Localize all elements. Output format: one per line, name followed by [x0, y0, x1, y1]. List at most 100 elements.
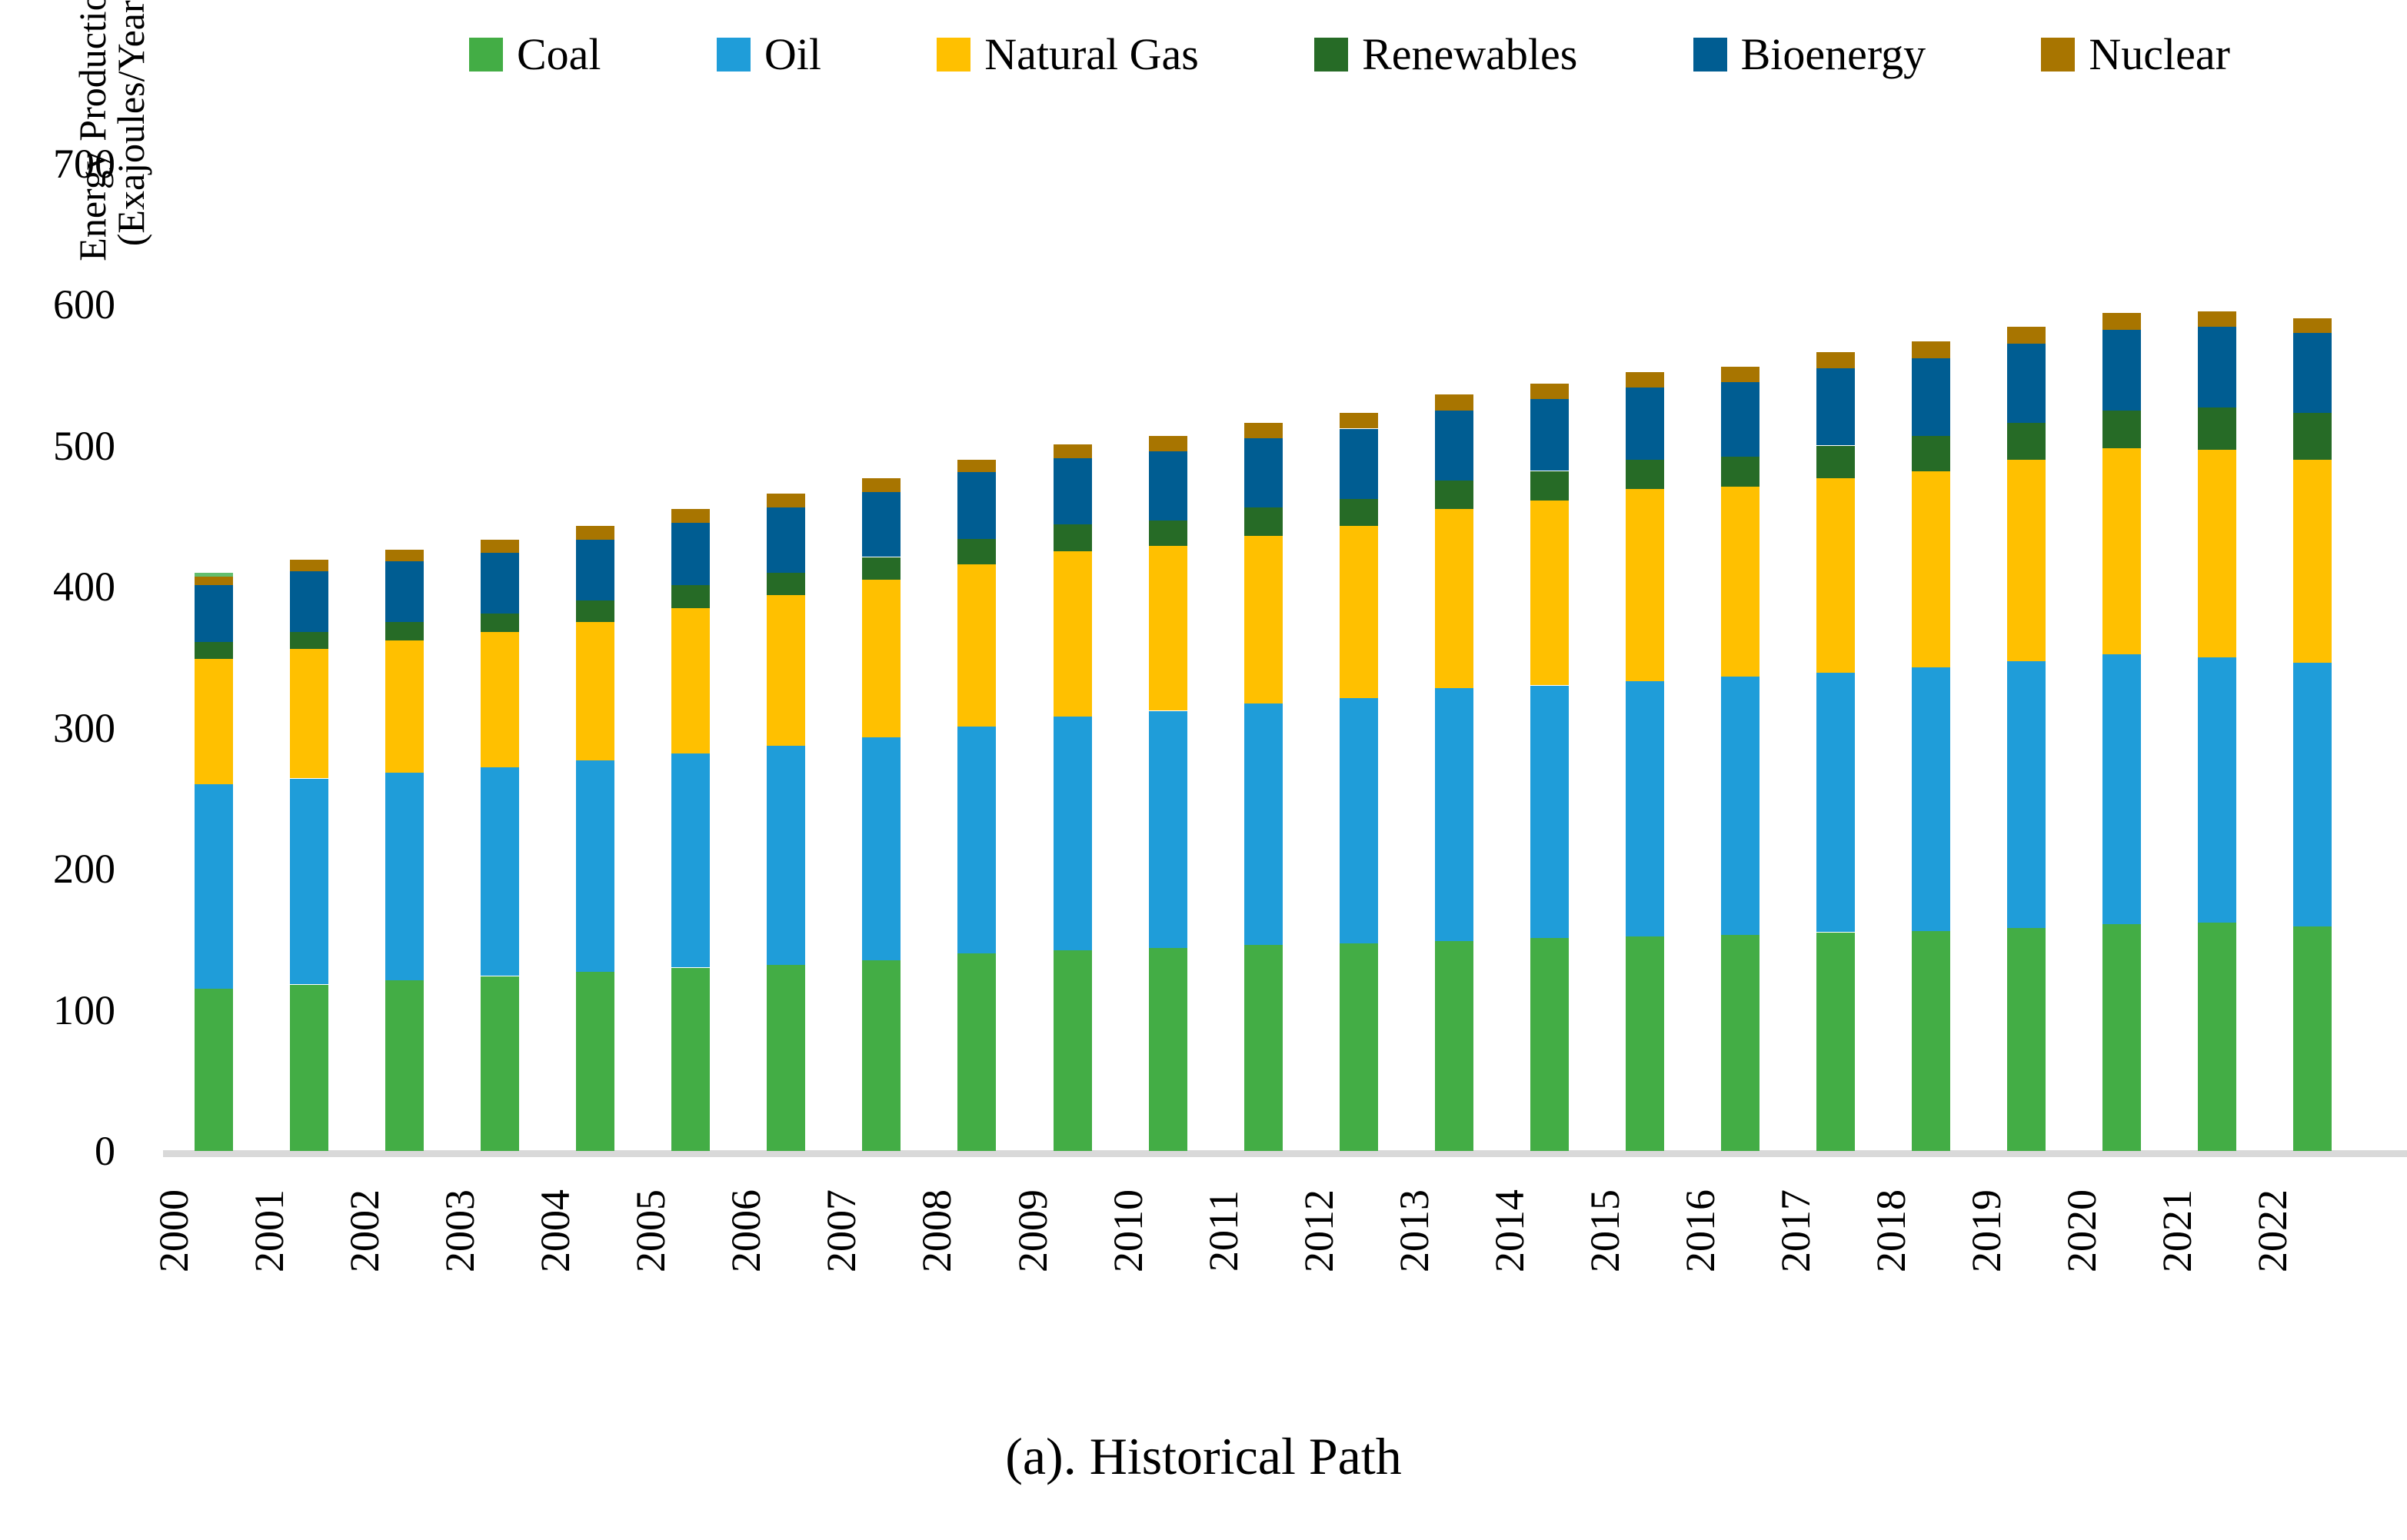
- bar-2014-bioenergy: [1530, 398, 1569, 471]
- bar-2018-coal: [1911, 930, 1950, 1151]
- bar-2003-natural-gas: [481, 631, 520, 767]
- bar-2016-bioenergy: [1720, 381, 1759, 457]
- bar-2000-natural-gas: [195, 658, 233, 784]
- x-tick-label-2006: 2006: [723, 1189, 770, 1272]
- bar-2012-renewables: [1339, 499, 1378, 527]
- legend: Coal Oil Natural Gas Renewables Bioenergy Nuc…: [469, 32, 2230, 77]
- legend-label: Renewables: [1362, 29, 1578, 79]
- bar-2007-natural-gas: [862, 579, 901, 738]
- x-tick-label-2002: 2002: [341, 1189, 388, 1272]
- bar-2001-natural-gas: [290, 648, 329, 779]
- bar-2010-renewables: [1148, 520, 1187, 546]
- bar-2017-nuclear: [1816, 352, 1855, 368]
- bar-2006-natural-gas: [767, 595, 806, 747]
- bar-2007-renewables: [862, 557, 901, 580]
- y-tick-label-700: 700: [53, 140, 115, 187]
- bar-2005-renewables: [671, 585, 711, 608]
- bar-2014-natural-gas: [1530, 501, 1569, 686]
- bar-2019-nuclear: [2006, 327, 2046, 344]
- bar-2015-oil: [1625, 680, 1664, 936]
- legend-item-coal: Coal: [469, 32, 601, 77]
- bar-2018-renewables: [1911, 435, 1950, 471]
- bar-2008-nuclear: [957, 459, 997, 473]
- bar-2014-oil: [1530, 685, 1569, 938]
- bar-2012-bioenergy: [1339, 428, 1378, 500]
- legend-label: Nuclear: [2089, 29, 2230, 79]
- bar-2008-renewables: [957, 538, 997, 564]
- bar-2005-natural-gas: [671, 607, 711, 753]
- bar-2019-natural-gas: [2006, 459, 2046, 662]
- bar-2021-oil: [2198, 657, 2236, 923]
- x-tick-label-2013: 2013: [1390, 1189, 1437, 1272]
- bar-2008-natural-gas: [957, 564, 997, 727]
- y-tick-label-0: 0: [95, 1128, 115, 1174]
- bar-2008-bioenergy: [957, 472, 997, 539]
- bar-2002-oil: [385, 773, 424, 980]
- bar-2017-oil: [1816, 672, 1855, 933]
- bar-2001-oil: [290, 778, 329, 985]
- bar-2020-renewables: [2102, 410, 2141, 449]
- bar-2008-oil: [957, 726, 997, 954]
- x-tick-label-2018: 2018: [1867, 1189, 1914, 1272]
- legend-item-natural-gas: Natural Gas: [937, 32, 1199, 77]
- bar-2004-oil: [576, 760, 615, 972]
- legend-item-bioenergy: Bioenergy: [1693, 32, 1926, 77]
- bar-2005-oil: [671, 753, 711, 968]
- bar-2002-coal: [385, 980, 424, 1151]
- bar-2021-bioenergy: [2198, 327, 2236, 407]
- bar-2020-oil: [2102, 654, 2141, 924]
- bar-2005-coal: [671, 967, 711, 1151]
- bar-2012-oil: [1339, 698, 1378, 944]
- bar-2007-oil: [862, 737, 901, 961]
- bar-2004-bioenergy: [576, 540, 615, 601]
- legend-swatch-icon: [469, 38, 503, 72]
- bar-2020-bioenergy: [2102, 330, 2141, 411]
- bar-2010-natural-gas: [1148, 545, 1187, 711]
- bar-2014-renewables: [1530, 471, 1569, 501]
- bar-2013-renewables: [1434, 481, 1473, 510]
- bar-2001-bioenergy: [290, 570, 329, 632]
- bar-2019-oil: [2006, 661, 2046, 929]
- bar-2000-renewables: [195, 641, 233, 659]
- bar-2020-nuclear: [2102, 313, 2141, 330]
- bar-2000-cap-artifact: [195, 572, 233, 577]
- bar-2022-renewables: [2293, 413, 2332, 460]
- bar-2003-coal: [481, 976, 520, 1151]
- x-tick-label-2011: 2011: [1200, 1190, 1247, 1272]
- bar-2009-coal: [1053, 950, 1092, 1151]
- legend-swatch-icon: [937, 38, 971, 72]
- legend-item-renewables: Renewables: [1314, 32, 1577, 77]
- bar-2010-coal: [1148, 947, 1187, 1151]
- legend-label: Natural Gas: [984, 29, 1199, 79]
- y-tick-label-500: 500: [53, 422, 115, 469]
- bar-2021-nuclear: [2198, 311, 2236, 328]
- bar-2003-oil: [481, 767, 520, 976]
- x-axis-baseline: [163, 1150, 2407, 1157]
- y-axis-title-line2: (Exajoules/Year): [109, 0, 152, 247]
- x-tick-label-2004: 2004: [532, 1189, 579, 1272]
- bar-2002-nuclear: [385, 550, 424, 561]
- bar-2016-natural-gas: [1720, 486, 1759, 677]
- bar-2012-coal: [1339, 943, 1378, 1151]
- bar-2001-renewables: [290, 631, 329, 649]
- x-tick-label-2008: 2008: [914, 1189, 960, 1272]
- bar-2007-nuclear: [862, 477, 901, 493]
- bar-2017-renewables: [1816, 445, 1855, 478]
- bar-2022-oil: [2293, 663, 2332, 927]
- bar-2021-renewables: [2198, 407, 2236, 450]
- x-tick-label-2001: 2001: [246, 1189, 293, 1272]
- bar-2007-bioenergy: [862, 492, 901, 557]
- y-tick-label-600: 600: [53, 281, 115, 328]
- bar-2006-renewables: [767, 572, 806, 595]
- bar-2009-natural-gas: [1053, 551, 1092, 717]
- bar-2003-renewables: [481, 613, 520, 632]
- bar-2014-nuclear: [1530, 383, 1569, 399]
- legend-label: Oil: [764, 29, 821, 79]
- bar-2016-nuclear: [1720, 366, 1759, 382]
- bar-2006-bioenergy: [767, 507, 806, 573]
- bar-2013-oil: [1434, 688, 1473, 941]
- bar-2017-bioenergy: [1816, 368, 1855, 446]
- bar-2004-renewables: [576, 600, 615, 622]
- bar-2013-nuclear: [1434, 394, 1473, 411]
- bar-2015-nuclear: [1625, 372, 1664, 388]
